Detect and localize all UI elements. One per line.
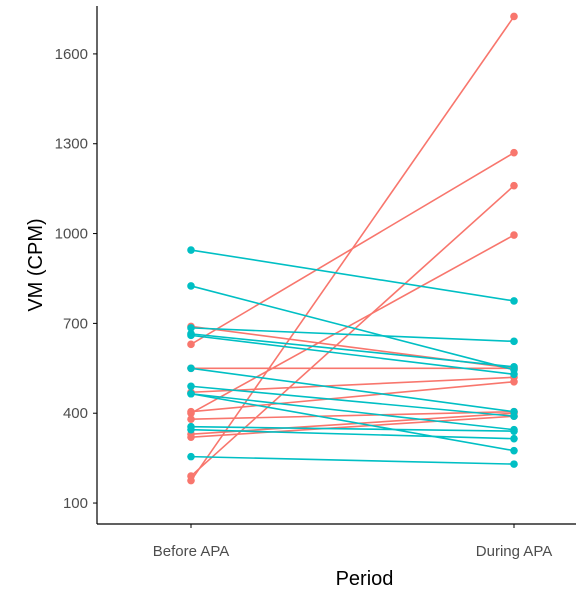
- series-line: [190, 385, 515, 418]
- x-axis-title: Period: [336, 568, 394, 590]
- series-line: [190, 376, 515, 394]
- data-point: [510, 231, 518, 239]
- x-tick-label: During APA: [476, 543, 552, 560]
- y-axis-ticks: 100 400 700 1000 1300 1600: [55, 46, 97, 512]
- data-point: [187, 282, 195, 290]
- series-line: [190, 367, 515, 413]
- y-tick-label: 1600: [55, 46, 88, 63]
- data-point: [510, 377, 518, 386]
- data-point: [510, 337, 518, 346]
- data-point: [187, 364, 195, 373]
- series-line: [190, 185, 515, 477]
- data-point: [187, 433, 195, 441]
- y-tick-label: 1300: [55, 136, 88, 153]
- series-line: [190, 327, 515, 343]
- data-point: [510, 181, 518, 190]
- data-point: [510, 446, 518, 455]
- series-line: [190, 455, 515, 465]
- x-tick-label: Before APA: [153, 543, 229, 560]
- data-point: [510, 297, 518, 305]
- series-line: [190, 410, 515, 421]
- data-point: [510, 363, 518, 371]
- data-point: [187, 389, 195, 398]
- series-line: [190, 380, 515, 413]
- y-tick-label: 1000: [55, 226, 88, 243]
- x-axis-ticks: Before APA During APA: [153, 524, 552, 560]
- series-line: [190, 334, 515, 376]
- y-tick-label: 400: [63, 405, 88, 422]
- series-line: [190, 234, 515, 414]
- data-point: [510, 412, 518, 421]
- series-line: [190, 425, 515, 432]
- series-line: [190, 152, 515, 346]
- data-point: [510, 427, 518, 435]
- data-point: [510, 12, 518, 21]
- data-point: [187, 407, 195, 416]
- data-point: [187, 246, 195, 254]
- data-point: [187, 472, 195, 480]
- series-points: [187, 12, 518, 485]
- y-axis-title: VM (CPM): [25, 218, 47, 311]
- data-point: [187, 415, 195, 424]
- data-point: [187, 331, 195, 340]
- series-line: [190, 415, 515, 438]
- series-lines: [190, 16, 515, 482]
- data-point: [187, 324, 195, 332]
- data-point: [510, 434, 518, 443]
- data-point: [187, 452, 195, 461]
- series-line: [190, 428, 515, 440]
- data-point: [187, 382, 195, 391]
- series-line: [190, 392, 515, 431]
- y-tick-label: 100: [63, 495, 88, 512]
- series-line: [190, 249, 515, 302]
- series-line: [190, 392, 515, 452]
- data-point: [510, 148, 518, 157]
- data-point: [187, 425, 195, 434]
- data-point: [510, 370, 518, 379]
- y-tick-label: 700: [63, 315, 88, 332]
- data-point: [510, 460, 518, 468]
- series-line: [190, 333, 515, 368]
- data-point: [187, 340, 195, 349]
- series-line: [190, 285, 515, 371]
